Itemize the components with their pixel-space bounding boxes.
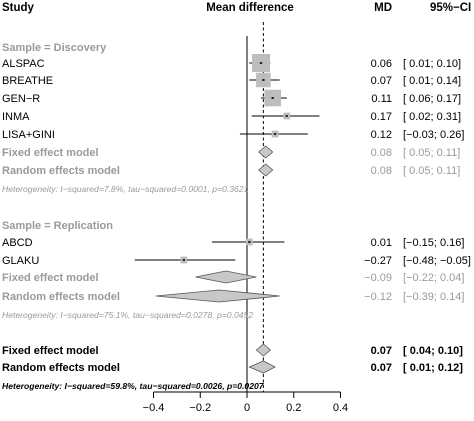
- x-tick-label: 0.4: [333, 402, 348, 414]
- overall-fixed-effect-label: Fixed effect model: [2, 345, 99, 357]
- header-mean-difference: Mean difference: [206, 2, 294, 14]
- group-random-effects-md: 0.08: [371, 165, 392, 177]
- header-ci: 95%−CI: [430, 2, 471, 14]
- study-label: INMA: [2, 111, 30, 123]
- group-fixed-effect-ci: [−0.22; 0.04]: [403, 272, 464, 284]
- study-md: 0.07: [371, 75, 392, 87]
- header-md: MD: [374, 2, 392, 14]
- group-random-effects-md: −0.12: [364, 291, 392, 303]
- study-label: GLAKU: [2, 255, 39, 267]
- study-label: LISA+GINI: [2, 129, 55, 141]
- group-label: Sample = Discovery: [2, 42, 107, 54]
- group-fixed-effect-diamond: [258, 145, 274, 159]
- study-md: 0.01: [371, 237, 392, 249]
- group-heterogeneity: Heterogeneity: I−squared=75.1%, tau−squa…: [2, 310, 253, 320]
- header-study: Study: [2, 2, 35, 14]
- overall-random-effects-md: 0.07: [371, 362, 392, 374]
- study-ci: [ 0.01; 0.10]: [403, 58, 461, 70]
- x-tick-label: 0: [244, 402, 250, 414]
- group-heterogeneity: Heterogeneity: I−squared=7.8%, tau−squar…: [2, 184, 249, 194]
- group-fixed-effect-label: Fixed effect model: [2, 272, 99, 284]
- study-ci: [ 0.06; 0.17]: [403, 93, 461, 105]
- study-md: 0.11: [371, 93, 392, 105]
- x-tick-label: 0.2: [286, 402, 301, 414]
- group-random-effects-label: Random effects model: [2, 165, 120, 177]
- study-md: −0.27: [364, 255, 392, 267]
- x-tick-label: −0.4: [143, 402, 165, 414]
- overall-heterogeneity: Heterogeneity: I−squared=59.8%, tau−squa…: [2, 381, 265, 391]
- group-random-effects-label: Random effects model: [2, 291, 120, 303]
- study-md: 0.12: [371, 129, 392, 141]
- study-label: BREATHE: [2, 75, 53, 87]
- group-fixed-effect-label: Fixed effect model: [2, 147, 99, 159]
- study-ci: [−0.03; 0.26]: [403, 129, 464, 141]
- study-label: ALSPAC: [2, 58, 45, 70]
- study-md: 0.06: [371, 58, 392, 70]
- overall-random-effects-ci: [ 0.01; 0.12]: [403, 362, 463, 374]
- study-ci: [ 0.02; 0.31]: [403, 111, 461, 123]
- study-md: 0.17: [371, 111, 392, 123]
- group-fixed-effect-diamond: [195, 270, 257, 284]
- study-ci: [−0.15; 0.16]: [403, 237, 464, 249]
- group-random-effects-ci: [−0.39; 0.14]: [403, 291, 464, 303]
- group-random-effects-ci: [ 0.05; 0.11]: [403, 165, 460, 177]
- overall-random-effects-label: Random effects model: [2, 362, 120, 374]
- overall-fixed-effect-ci: [ 0.04; 0.10]: [403, 345, 463, 357]
- study-ci: [−0.48; −0.05]: [403, 255, 471, 267]
- study-label: GEN−R: [2, 93, 40, 105]
- group-label: Sample = Replication: [2, 220, 113, 232]
- overall-fixed-effect-md: 0.07: [371, 345, 392, 357]
- overall-random-effects-diamond: [248, 360, 276, 374]
- group-fixed-effect-md: 0.08: [371, 147, 392, 159]
- group-random-effects-diamond: [258, 163, 274, 177]
- study-ci: [ 0.01; 0.14]: [403, 75, 461, 87]
- x-tick-label: −0.2: [189, 402, 211, 414]
- group-fixed-effect-md: −0.09: [364, 272, 392, 284]
- study-label: ABCD: [2, 237, 33, 249]
- overall-fixed-effect-diamond: [255, 343, 271, 357]
- group-fixed-effect-ci: [ 0.05; 0.11]: [403, 147, 460, 159]
- group-random-effects-diamond: [155, 289, 280, 303]
